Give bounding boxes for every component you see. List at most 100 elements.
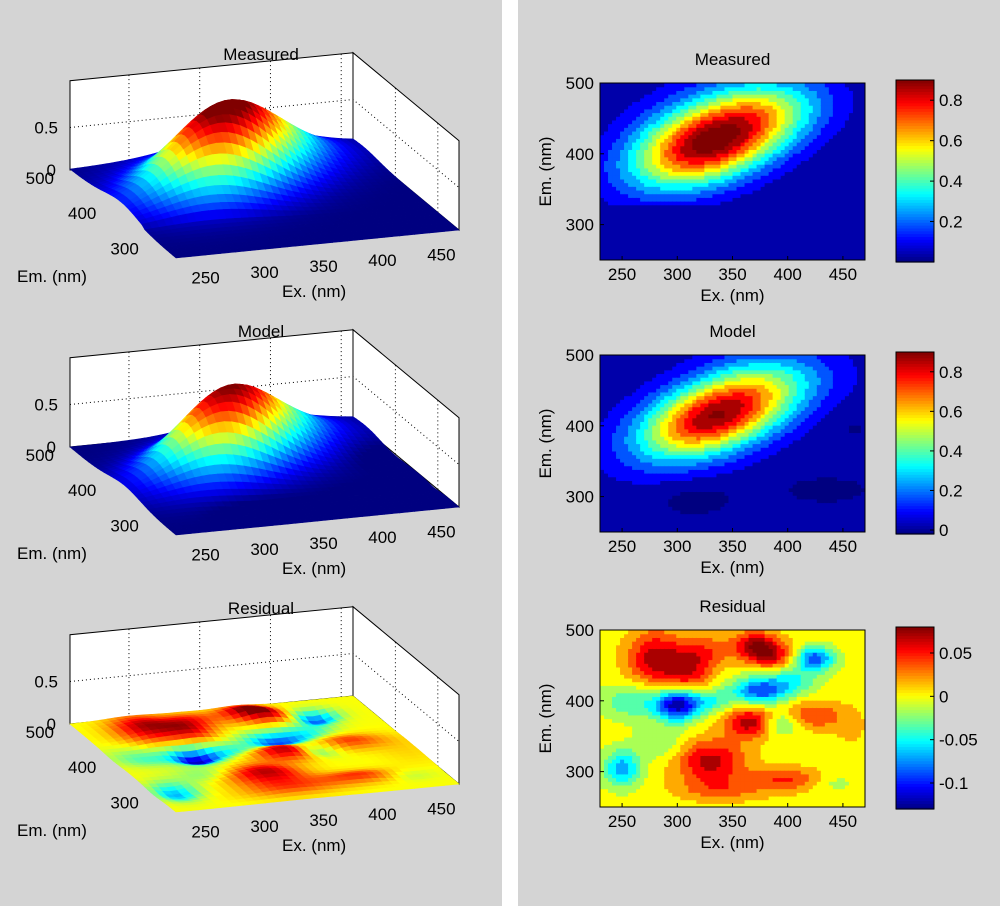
contour-cell <box>628 186 633 190</box>
contour-cell <box>644 249 649 253</box>
contour-cell <box>676 249 681 253</box>
contour-cell <box>640 94 645 98</box>
contour-cell <box>680 168 685 172</box>
contour-cell <box>660 186 665 190</box>
contour-cell <box>648 190 653 194</box>
contour-cell <box>664 142 669 146</box>
ex-tick-label: 450 <box>427 799 455 818</box>
contour-cell <box>680 186 685 190</box>
contour-cell <box>612 179 617 183</box>
contour-cell <box>616 183 621 187</box>
contour-cell <box>664 205 669 209</box>
contour-cell <box>604 197 609 201</box>
contour-cell <box>628 160 633 164</box>
contour-cell <box>676 183 681 187</box>
ex-tick-label: 450 <box>427 245 455 264</box>
contour-cell <box>640 245 645 249</box>
contour-cell <box>676 197 681 201</box>
contour-cell <box>612 175 617 179</box>
contour-cell <box>600 238 605 242</box>
contour-cell <box>676 234 681 238</box>
contour-cell <box>640 175 645 179</box>
contour-cell <box>668 227 673 231</box>
contour-cell <box>636 183 641 187</box>
contour-cell <box>648 253 653 257</box>
contour-cell <box>608 153 613 157</box>
contour-cell <box>608 175 613 179</box>
contour-cell <box>656 197 661 201</box>
contour-cell <box>660 168 665 172</box>
contour-cell <box>636 249 641 253</box>
contour-cell <box>624 194 629 198</box>
contour-cell <box>676 131 681 135</box>
contour-cell <box>648 138 653 142</box>
contour-cell <box>620 219 625 223</box>
contour-cell <box>624 219 629 223</box>
contour-cell <box>624 231 629 235</box>
contour-cell <box>620 175 625 179</box>
contour-cell <box>628 234 633 238</box>
contour-cell <box>676 87 681 91</box>
contour-cell <box>604 98 609 102</box>
contour-cell <box>608 138 613 142</box>
contour-cell <box>600 175 605 179</box>
contour-cell <box>660 194 665 198</box>
contour-cell <box>684 146 689 150</box>
contour-cell <box>656 183 661 187</box>
contour-cell <box>624 238 629 242</box>
contour-cell <box>608 120 613 124</box>
contour-cell <box>600 98 605 102</box>
contour-cell <box>656 168 661 172</box>
contour-cell <box>636 168 641 172</box>
contour-cell <box>636 105 641 109</box>
contour-cell <box>624 98 629 102</box>
contour-cell <box>648 153 653 157</box>
contour-cell <box>684 124 689 128</box>
contour-cell <box>680 249 685 253</box>
contour-cell <box>624 205 629 209</box>
contour-cell <box>628 197 633 201</box>
contour-cell <box>656 146 661 150</box>
contour-cell <box>616 146 621 150</box>
contour-cell <box>648 98 653 102</box>
contour-cell <box>652 101 657 105</box>
contour-cell <box>628 175 633 179</box>
contour-cell <box>684 238 689 242</box>
contour-cell <box>628 205 633 209</box>
contour-cell <box>624 153 629 157</box>
contour-cell <box>604 124 609 128</box>
contour-cell <box>636 208 641 212</box>
contour-cell <box>656 190 661 194</box>
contour-cell <box>640 149 645 153</box>
contour-cell <box>644 146 649 150</box>
contour-cell <box>600 197 605 201</box>
contour-cell <box>668 194 673 198</box>
contour-cell <box>656 208 661 212</box>
contour-cell <box>624 157 629 161</box>
contour-cell <box>628 142 633 146</box>
contour-cell <box>676 205 681 209</box>
contour-cell <box>668 219 673 223</box>
contour-cell <box>680 227 685 231</box>
contour-cell <box>608 179 613 183</box>
contour-cell <box>616 179 621 183</box>
contour-cell <box>672 101 677 105</box>
contour-cell <box>672 149 677 153</box>
contour-cell <box>632 212 637 216</box>
contour-cell <box>644 164 649 168</box>
contour-cell <box>632 153 637 157</box>
contour-cell <box>672 190 677 194</box>
contour-cell <box>612 90 617 94</box>
z-tick-label: 0.5 <box>34 119 58 138</box>
contour-cell <box>660 138 665 142</box>
contour-cell <box>648 164 653 168</box>
contour-cell <box>624 120 629 124</box>
contour-cell <box>684 105 689 109</box>
contour-cell <box>652 120 657 124</box>
contour-cell <box>648 127 653 131</box>
contour-cell <box>644 113 649 117</box>
contour-cell <box>608 160 613 164</box>
contour-cell <box>616 127 621 131</box>
contour-cell <box>656 94 661 98</box>
